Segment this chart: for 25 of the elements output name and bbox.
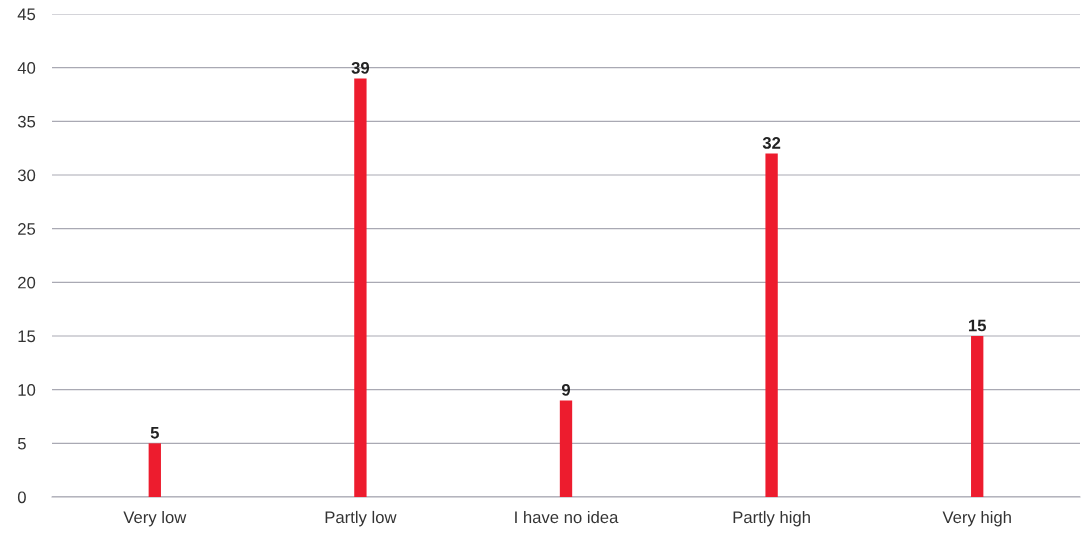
data-label: 15 xyxy=(968,319,987,332)
data-label: 9 xyxy=(561,383,571,396)
y-tick-label: 10 xyxy=(18,384,36,396)
x-tick-label: Partly low xyxy=(325,510,397,527)
x-tick-label: Partly high xyxy=(733,510,810,527)
y-tick-label: 35 xyxy=(17,115,36,128)
bar xyxy=(559,400,573,497)
y-tick-label: 15 xyxy=(18,330,36,343)
x-tick-label: Very low xyxy=(123,510,187,527)
y-tick-label: 40 xyxy=(17,62,36,74)
x-tick-label: I have no idea xyxy=(515,510,619,524)
bar xyxy=(354,78,367,497)
bar xyxy=(765,153,778,497)
y-tick-label: 5 xyxy=(17,437,26,450)
y-tick-label: 45 xyxy=(17,8,36,21)
data-label: 5 xyxy=(150,427,159,439)
y-tick-label: 0 xyxy=(17,491,26,504)
y-tick-label: 25 xyxy=(18,223,36,235)
y-tick-label: 30 xyxy=(17,169,36,182)
x-tick-label: Very high xyxy=(942,510,1011,527)
data-label: 32 xyxy=(762,137,781,149)
y-tick-label: 20 xyxy=(18,276,36,289)
data-label: 39 xyxy=(351,61,370,74)
bar xyxy=(148,443,161,497)
bar xyxy=(971,336,984,497)
